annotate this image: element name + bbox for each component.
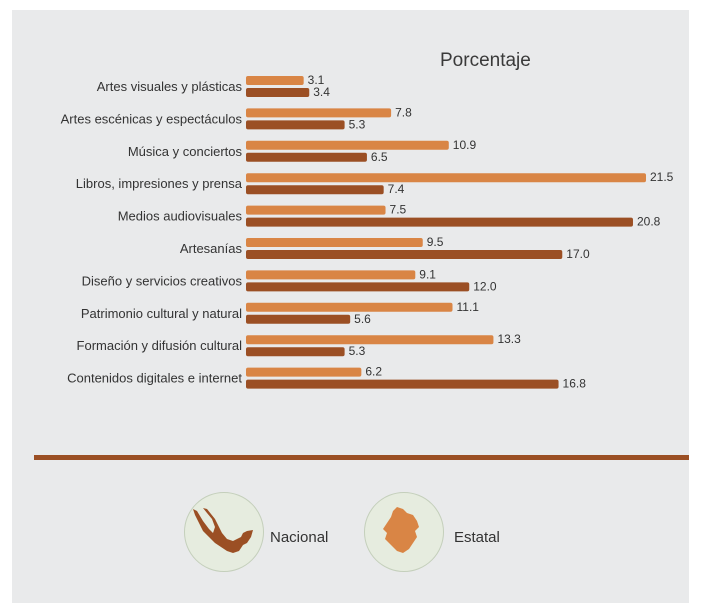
value-label-nacional: 20.8 bbox=[637, 215, 661, 229]
estatal-legend-circle bbox=[364, 492, 444, 572]
bar-estatal bbox=[246, 302, 453, 312]
category-label: Artesanías bbox=[180, 241, 243, 256]
value-label-nacional: 7.4 bbox=[388, 182, 405, 196]
value-label-estatal: 6.2 bbox=[365, 365, 382, 379]
value-label-estatal: 3.1 bbox=[308, 73, 325, 87]
category-label: Medios audiovisuales bbox=[118, 209, 243, 224]
bar-nacional bbox=[246, 379, 559, 389]
state-map-icon bbox=[383, 507, 419, 553]
bar-estatal bbox=[246, 335, 494, 345]
legend-label-estatal: Estatal bbox=[454, 529, 500, 546]
value-label-estatal: 21.5 bbox=[650, 170, 674, 184]
value-label-nacional: 3.4 bbox=[313, 85, 330, 99]
divider-line bbox=[34, 455, 689, 460]
bar-nacional bbox=[246, 250, 563, 259]
category-label: Diseño y servicios creativos bbox=[82, 273, 243, 288]
bar-nacional bbox=[246, 185, 384, 195]
value-label-nacional: 16.8 bbox=[563, 377, 587, 391]
bar-estatal bbox=[246, 270, 416, 280]
value-label-nacional: 5.3 bbox=[349, 344, 366, 358]
bar-nacional bbox=[246, 314, 351, 324]
bar-estatal bbox=[246, 205, 386, 215]
category-label: Artes escénicas y espectáculos bbox=[61, 111, 243, 126]
bar-estatal bbox=[246, 367, 362, 377]
mexico-map-icon bbox=[193, 508, 253, 553]
bar-nacional bbox=[246, 152, 367, 162]
category-label: Música y conciertos bbox=[128, 144, 243, 159]
value-label-estatal: 10.9 bbox=[453, 138, 477, 152]
value-label-estatal: 7.8 bbox=[395, 105, 412, 119]
bar-nacional bbox=[246, 347, 345, 357]
chart-title: Porcentaje bbox=[440, 50, 531, 71]
value-label-estatal: 13.3 bbox=[497, 332, 521, 346]
category-label: Artes visuales y plásticas bbox=[97, 79, 243, 94]
bar-estatal bbox=[246, 140, 449, 150]
value-label-estatal: 9.1 bbox=[419, 267, 436, 281]
category-label: Patrimonio cultural y natural bbox=[81, 306, 242, 321]
bar-nacional bbox=[246, 282, 470, 292]
bar-nacional bbox=[246, 120, 345, 130]
bar-nacional bbox=[246, 88, 310, 97]
value-label-nacional: 5.3 bbox=[349, 117, 366, 131]
bar-estatal bbox=[246, 238, 423, 247]
value-label-estatal: 9.5 bbox=[427, 235, 444, 249]
bar-estatal bbox=[246, 173, 646, 183]
value-label-nacional: 17.0 bbox=[566, 247, 590, 261]
value-label-estatal: 7.5 bbox=[390, 203, 407, 217]
bar-estatal bbox=[246, 76, 304, 85]
value-label-nacional: 6.5 bbox=[371, 150, 388, 164]
nacional-legend-circle bbox=[184, 492, 264, 572]
bar-nacional bbox=[246, 217, 633, 227]
value-label-nacional: 5.6 bbox=[354, 312, 371, 326]
bar-estatal bbox=[246, 108, 392, 118]
category-label: Contenidos digitales e internet bbox=[67, 371, 242, 386]
value-label-nacional: 12.0 bbox=[473, 279, 497, 293]
category-label: Formación y difusión cultural bbox=[77, 338, 243, 353]
value-label-estatal: 11.1 bbox=[457, 300, 480, 314]
category-label: Libros, impresiones y prensa bbox=[76, 176, 243, 191]
legend-label-nacional: Nacional bbox=[270, 529, 329, 546]
